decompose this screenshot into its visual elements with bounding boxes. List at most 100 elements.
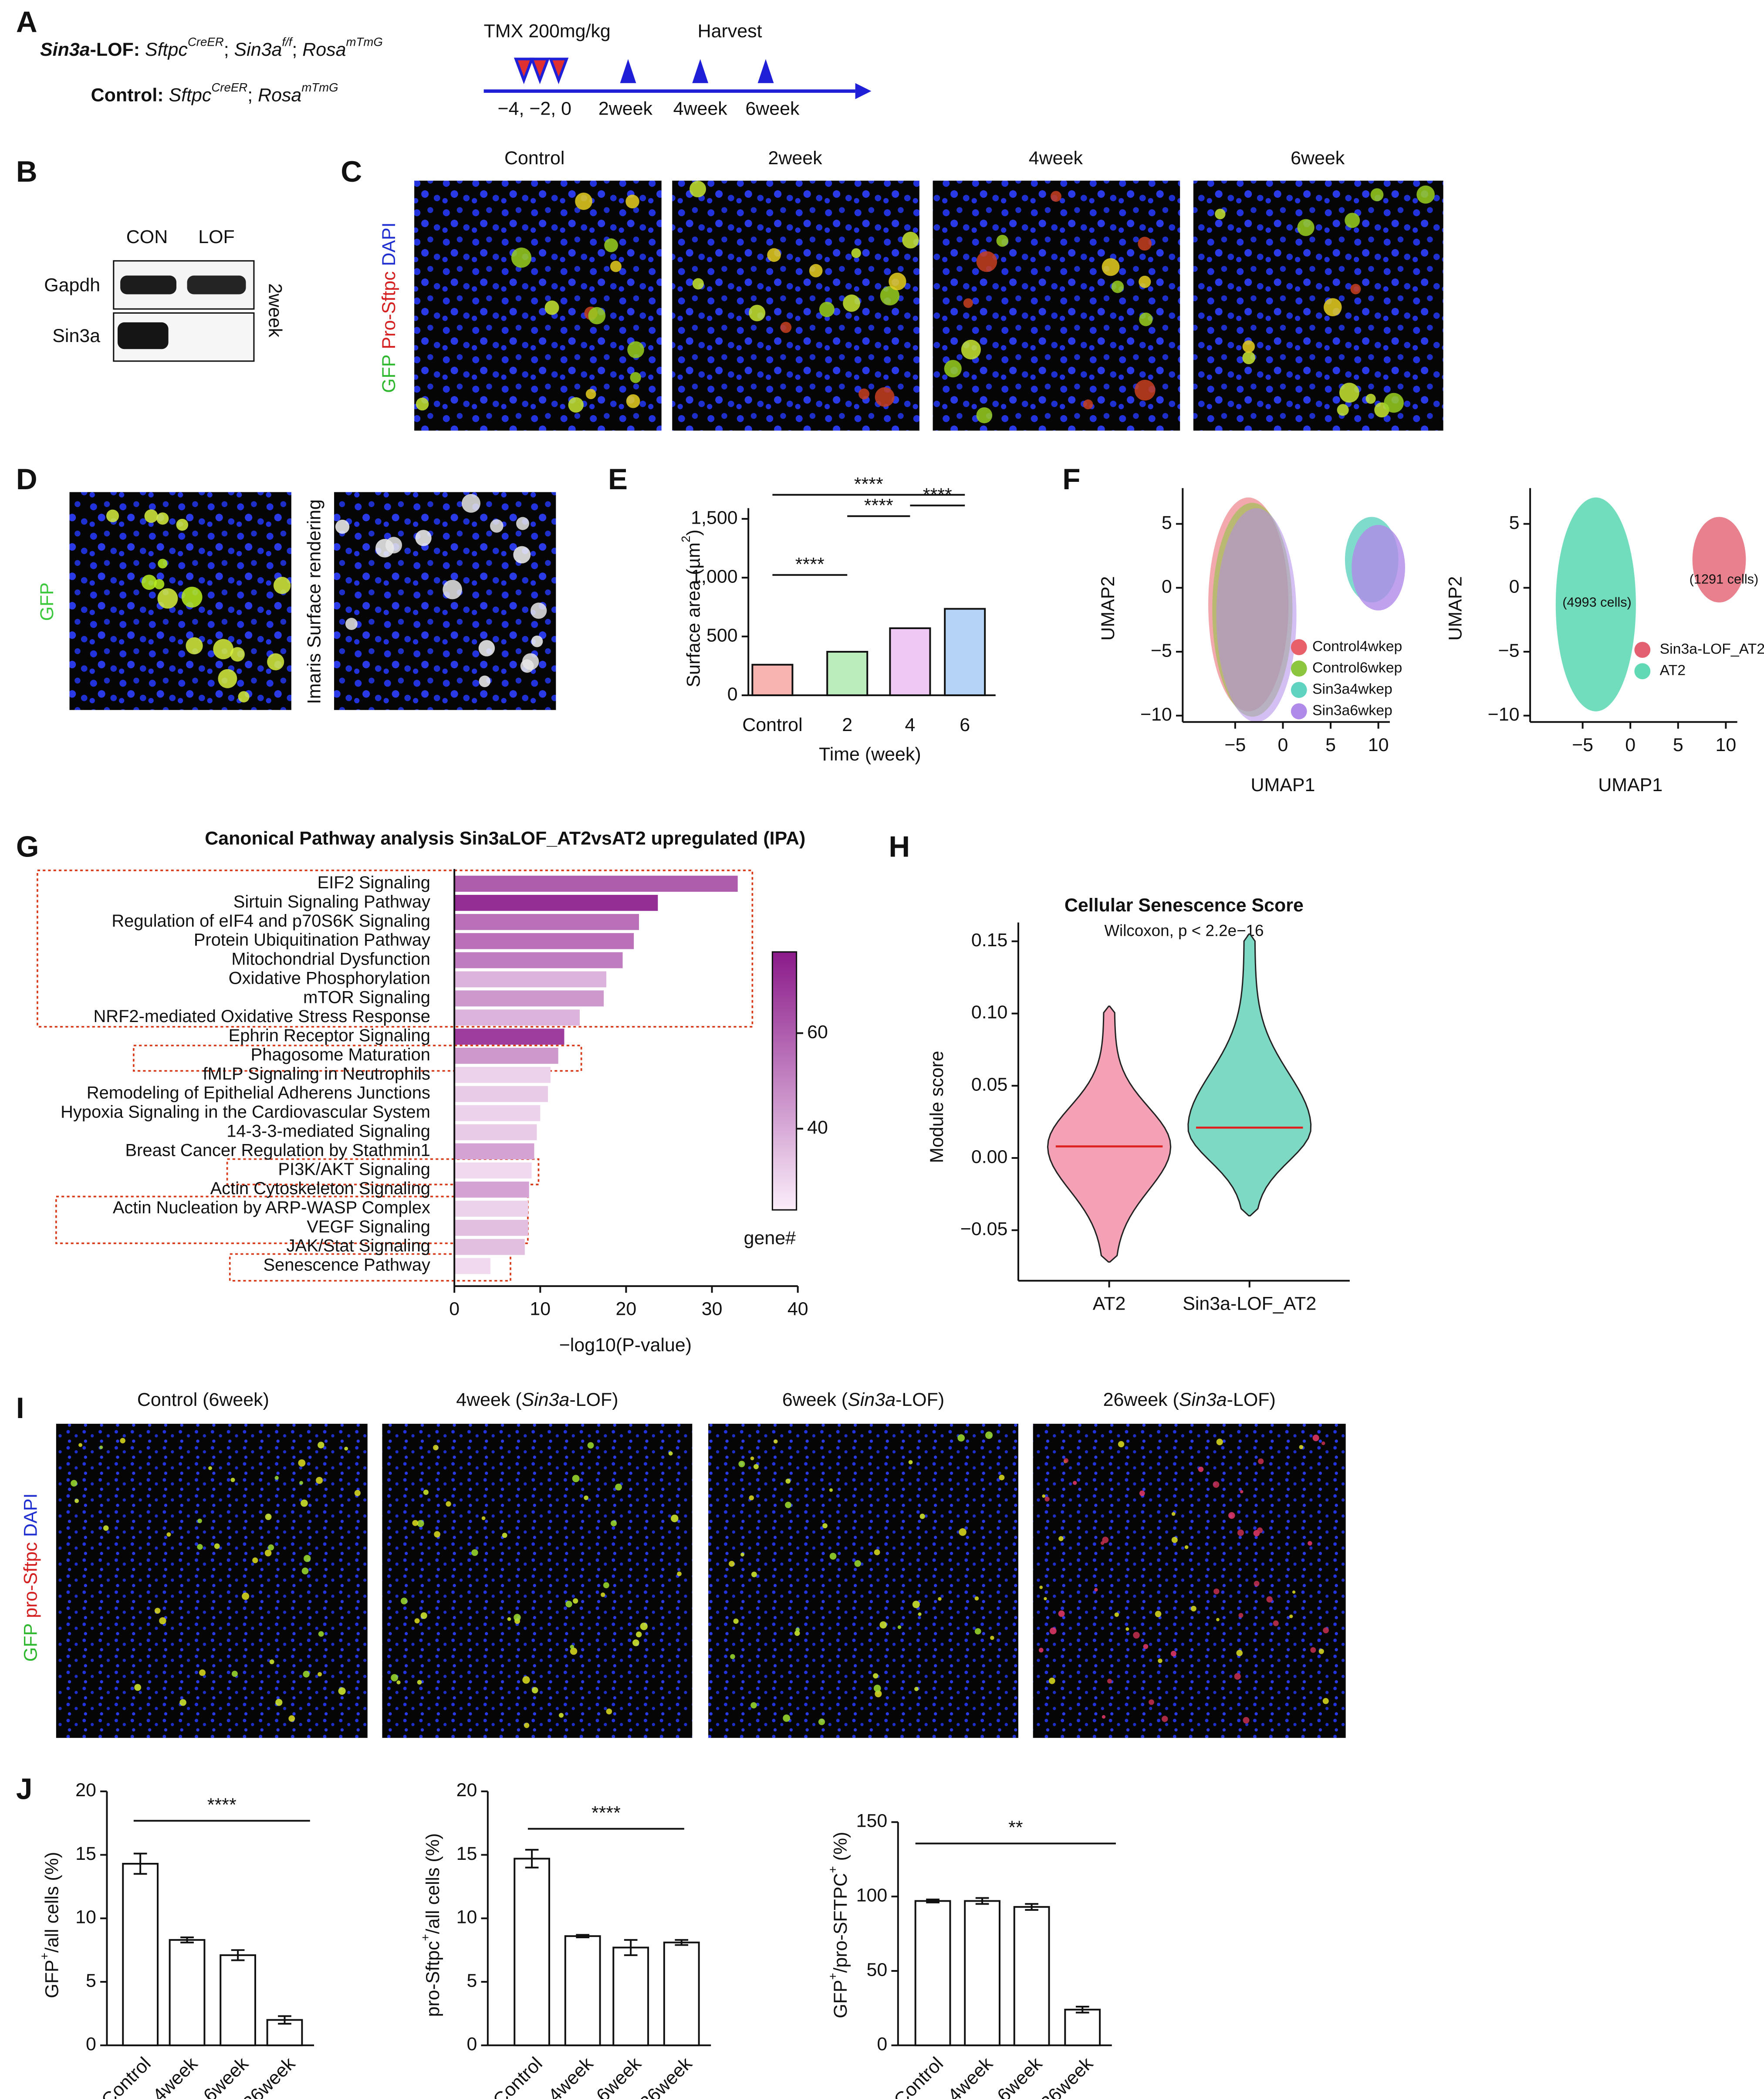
cell [1213, 1481, 1220, 1488]
bar [169, 1939, 206, 2046]
cell [78, 1443, 83, 1447]
cluster [1555, 497, 1636, 711]
cell [516, 517, 530, 530]
error-bar [278, 2015, 291, 2025]
significance: **** [864, 495, 893, 516]
micrograph-row [414, 180, 1443, 431]
cell [677, 1571, 682, 1576]
cell [1107, 1679, 1112, 1684]
y-tick-label: mTOR Signaling [303, 988, 430, 1007]
cell [1139, 312, 1153, 326]
bar [964, 1900, 1000, 2046]
cell [74, 1499, 79, 1503]
cell [423, 1490, 429, 1495]
error-bar [1025, 1903, 1038, 1911]
bar [826, 651, 868, 696]
panel-letter: F [1062, 463, 1080, 496]
y-tick-label: Remodeling of Epithelial Adherens Juncti… [87, 1083, 430, 1103]
x-tick-label: 26week [636, 2053, 696, 2099]
cell [274, 1476, 279, 1480]
cell [1238, 1613, 1244, 1618]
y-tick-label: 5 [1162, 512, 1172, 533]
chart-title: Cellular Senescence Score [1064, 895, 1304, 916]
x-tick-label: Control [489, 2053, 547, 2099]
y-tick-label: JAK/Stat Signaling [287, 1236, 430, 1256]
error-bar [180, 1936, 194, 1943]
cell [420, 1612, 427, 1619]
stain-label: GFP [37, 582, 57, 621]
x-tick-label: Control [98, 2053, 155, 2099]
x-tick-label: Sin3a-LOF_AT2 [1183, 1293, 1316, 1314]
y-tick-label: EIF2 Signaling [318, 873, 430, 892]
y-tick-label: 5 [86, 1970, 96, 1991]
chart-subtitle: Wilcoxon, p < 2.2e−16 [1104, 922, 1264, 940]
y-tick-label: 0 [1162, 576, 1172, 597]
x-tick-label: 26week [1037, 2053, 1097, 2099]
cell [511, 247, 532, 268]
cell [610, 261, 622, 272]
bar [454, 1124, 537, 1141]
legend-label: Control4wkep [1312, 638, 1402, 654]
cell-highlights [416, 180, 1435, 423]
cell [919, 1513, 925, 1519]
cell [879, 1621, 887, 1629]
column-label: Control (6week) [137, 1389, 269, 1410]
cell [640, 1622, 648, 1630]
cell [785, 1478, 791, 1484]
cell [668, 1451, 673, 1456]
cell [513, 546, 531, 564]
cell [242, 1592, 250, 1600]
cell [584, 1495, 589, 1500]
cell [730, 1654, 735, 1659]
cell [231, 1670, 238, 1677]
cell [1215, 209, 1226, 220]
x-axis-label: UMAP1 [1598, 775, 1663, 796]
y-tick-label: 0 [877, 2034, 887, 2055]
western-blot [113, 260, 255, 362]
panel-letter: E [608, 463, 628, 496]
cell [1236, 1649, 1243, 1656]
cell [514, 1614, 521, 1622]
x-tick-label: 20 [616, 1299, 637, 1320]
y-tick-label: Mitochondrial Dysfunction [231, 950, 430, 969]
y-tick-label: 50 [867, 1959, 888, 1980]
y-tick-label: 10 [456, 1907, 477, 1928]
cell [414, 1618, 420, 1624]
cell [1102, 1537, 1109, 1544]
cell [434, 1531, 440, 1538]
bar [454, 1105, 541, 1121]
cell [1350, 284, 1361, 295]
cell [1064, 1458, 1069, 1463]
cell [471, 1549, 478, 1556]
y-tick-label: Sirtuin Signaling Pathway [233, 892, 430, 911]
cell [479, 675, 491, 687]
cell [446, 1501, 451, 1507]
cell-highlights [106, 494, 547, 703]
bar [454, 876, 738, 892]
timepoint: −4, −2, 0 [498, 98, 572, 119]
y-tick-label: 0 [86, 2034, 96, 2055]
cell [908, 1460, 913, 1465]
cell [627, 341, 644, 359]
cell [1125, 1627, 1129, 1631]
cell [338, 1687, 346, 1695]
cell [304, 1555, 311, 1562]
cell [531, 1687, 538, 1693]
panel-letter: A [16, 6, 37, 39]
label-part: Surface area (µm [683, 542, 704, 687]
cell [851, 248, 861, 258]
cell [1094, 1588, 1098, 1592]
cell [588, 307, 606, 325]
cell [1228, 1512, 1235, 1519]
legend-swatch [1291, 682, 1307, 698]
y-tick-label: 0.15 [971, 930, 1008, 951]
cell [267, 653, 284, 670]
cell [1242, 340, 1255, 353]
y-tick-label: 150 [856, 1811, 888, 1832]
cell [854, 1560, 861, 1567]
x-axis-label: −log10(P-value) [559, 1334, 692, 1355]
cell [1190, 1605, 1196, 1611]
cell [829, 1553, 837, 1560]
y-axis-label: Module score [926, 1051, 947, 1163]
